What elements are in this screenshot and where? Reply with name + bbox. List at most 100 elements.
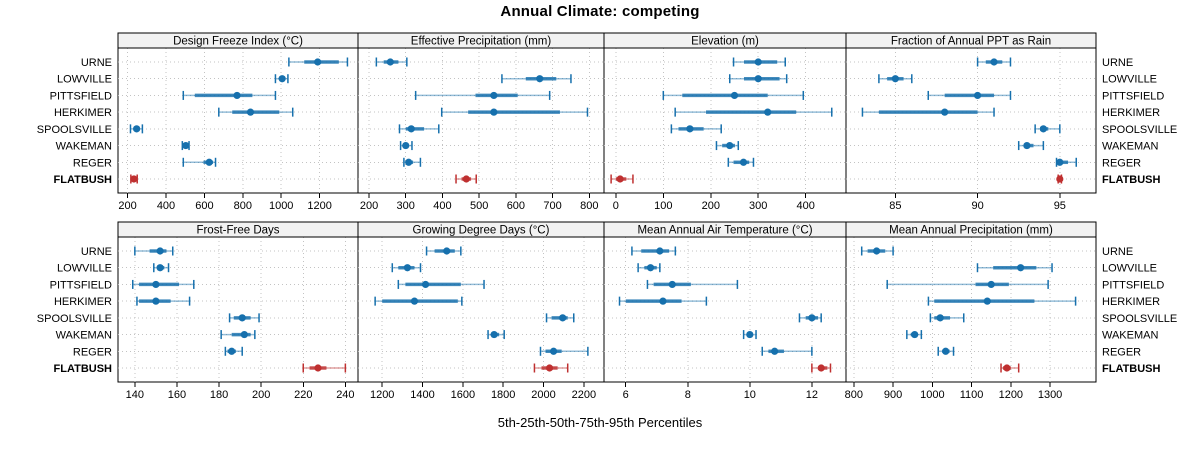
x-tick-label: 700 [543,200,561,212]
x-tick-label: 95 [1054,200,1066,212]
x-tick-label: 1200 [999,389,1023,401]
percentile-marker-spoolsville [929,313,965,323]
median-dot [730,91,739,100]
x-axis: 1200 1400 1600 1800 2000 2200 [370,382,596,401]
x-tick-label: 140 [126,389,144,401]
percentile-marker-lowville [878,74,913,84]
percentile-marker-pittsfield [927,90,1012,100]
percentile-marker-reger [224,346,243,356]
strip-header: Mean Annual Air Temperature (°C) [603,221,847,238]
row-label-left: FLATBUSH [54,363,113,375]
percentile-marker-wakeman [399,141,413,151]
row-label-right: REGER [1102,157,1141,169]
percentile-marker-wakeman [220,330,256,340]
x-tick-label: 800 [234,200,252,212]
median-dot [686,125,694,133]
median-dot [246,108,255,116]
median-dot [228,347,236,355]
median-dot [490,330,498,339]
median-dot [1017,264,1025,272]
strip-header: Mean Annual Precipitation (mm) [845,221,1097,238]
strip-title: Frost-Free Days [196,225,279,237]
row-label-right: REGER [1102,346,1141,358]
x-tick-label: 300 [397,200,415,212]
x-tick-label: 200 [702,200,720,212]
percentile-marker-flatbush [1056,174,1064,184]
percentile-marker-urne [631,246,677,256]
x-tick-label: 300 [749,200,767,212]
percentile-marker-wakeman [715,141,740,151]
percentile-marker-lowville [976,263,1053,273]
x-tick-label: 1800 [491,389,515,401]
row-label-right: WAKEMAN [1102,141,1158,153]
median-dot [646,264,655,272]
percentile-marker-pittsfield [182,90,277,100]
median-dot [983,297,991,305]
percentile-marker-reger [1055,157,1078,167]
percentile-marker-lowville [274,74,289,84]
median-dot [1056,158,1064,166]
x-tick-label: 0 [613,200,619,212]
percentile-marker-wakeman [1017,141,1045,151]
strip-header: Design Freeze Index (°C) [117,32,359,49]
row-label-right: LOWVILLE [1102,74,1157,86]
median-dot [891,75,899,83]
x-tick-label: 200 [118,200,136,212]
row-labels-top: URNE URNE LOWVILLE LOWVILLE PITTSFIELD PITTSF… [37,57,1177,186]
panel-mean-annual-precipitation-mm: Mean Annual Precipitation (mm) 800 900 1000… [845,221,1097,401]
median-dot [659,297,667,305]
median-dot [490,91,498,100]
strip-title: Fraction of Annual PPT as Rain [891,36,1051,48]
panel-elevation-m: Elevation (m) 0 100 200 300 400 [603,32,847,212]
row-label-right: HERKIMER [1102,107,1160,119]
median-dot [156,247,164,255]
median-dot [278,75,286,83]
percentile-marker-reger [761,346,813,356]
strip-title: Mean Annual Air Temperature (°C) [637,225,812,237]
percentile-marker-flatbush [455,174,477,184]
row-label-right: URNE [1102,57,1133,69]
percentile-marker-urne [375,57,408,67]
median-dot [668,280,676,289]
median-dot [443,247,451,255]
median-dot [156,264,164,272]
median-dot [152,280,160,289]
median-dot [205,158,213,166]
x-tick-label: 2000 [531,389,555,401]
x-axis: 6 8 10 12 [623,382,818,401]
percentile-marker-herkimer [927,296,1077,306]
x-tick-label: 400 [433,200,451,212]
percentile-marker-spoolsville [545,313,575,323]
percentile-marker-herkimer [618,296,708,306]
median-dot [754,75,762,83]
x-tick-label: 180 [210,389,228,401]
percentile-marker-flatbush [302,363,347,373]
strip-header: Elevation (m) [603,32,847,49]
row-label-right: HERKIMER [1102,296,1160,308]
median-dot [559,314,567,322]
percentile-marker-spoolsville [398,124,440,134]
row-label-right: PITTSFIELD [1102,279,1164,291]
percentile-marker-herkimer [861,107,995,117]
median-dot [421,280,430,289]
median-dot [817,364,825,372]
median-dot [403,264,412,272]
percentile-marker-lowville [637,263,661,273]
median-dot [746,330,754,339]
percentile-marker-spoolsville [1034,124,1061,134]
row-label-left: PITTSFIELD [50,90,112,102]
percentile-marker-spoolsville [228,313,260,323]
row-label-left: URNE [81,246,112,258]
median-dot [754,58,762,66]
x-tick-label: 200 [360,200,378,212]
median-dot [240,330,248,339]
percentile-marker-herkimer [136,296,191,306]
x-axis: 200 400 600 800 1000 1200 [118,193,332,212]
strip-title: Mean Annual Precipitation (mm) [889,225,1053,237]
panel-effective-precipitation-mm: Effective Precipitation (mm) 200 300 400 500… [357,32,605,212]
percentile-marker-urne [860,246,894,256]
row-label-right: FLATBUSH [1102,363,1161,375]
strip-title: Growing Degree Days (°C) [413,225,550,237]
